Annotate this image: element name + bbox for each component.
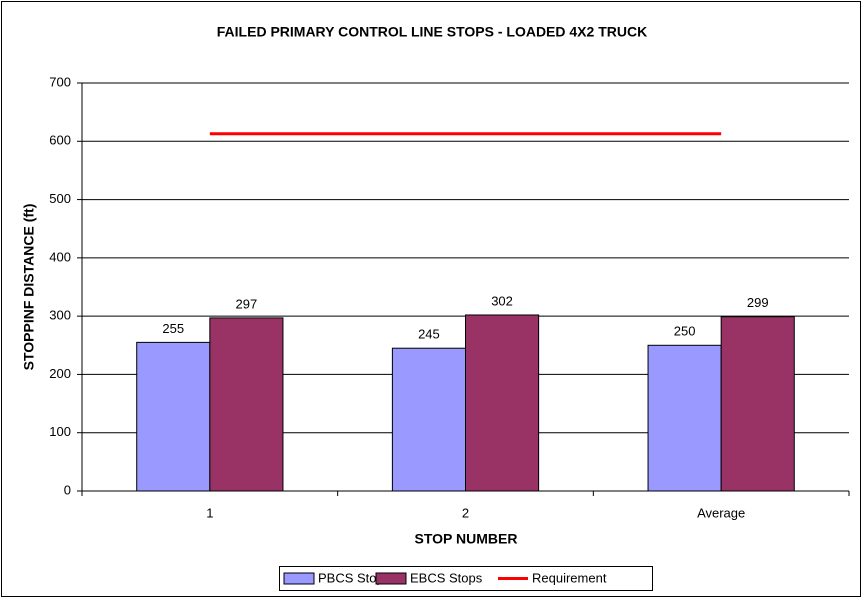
y-tick-label: 300 bbox=[49, 308, 71, 323]
chart-title: FAILED PRIMARY CONTROL LINE STOPS - LOAD… bbox=[217, 24, 647, 40]
value-label: 297 bbox=[236, 296, 258, 311]
bar bbox=[209, 317, 284, 492]
y-tick-label: 700 bbox=[49, 74, 71, 89]
bar bbox=[720, 316, 795, 492]
value-label: 250 bbox=[674, 324, 696, 339]
bar bbox=[391, 347, 466, 492]
value-label: 302 bbox=[491, 293, 513, 308]
legend-swatch bbox=[283, 572, 315, 585]
y-tick-label: 0 bbox=[64, 482, 71, 497]
x-tick-label: 2 bbox=[462, 505, 469, 520]
bar bbox=[465, 314, 540, 492]
legend-label: EBCS Stops bbox=[410, 570, 483, 585]
legend-label: PBCS Stops bbox=[318, 570, 391, 585]
legend-label: Requirement bbox=[532, 570, 607, 585]
bar bbox=[647, 344, 722, 492]
y-tick-label: 500 bbox=[49, 191, 71, 206]
y-axis-label: STOPPINF DISTANCE (ft) bbox=[21, 204, 37, 371]
y-tick-label: 200 bbox=[49, 366, 71, 381]
y-tick-label: 400 bbox=[49, 249, 71, 264]
value-label: 255 bbox=[162, 321, 184, 336]
y-tick-label: 100 bbox=[49, 424, 71, 439]
bar bbox=[136, 341, 211, 492]
x-tick-label: Average bbox=[697, 505, 745, 520]
x-tick-label: 1 bbox=[206, 505, 213, 520]
legend-box bbox=[279, 566, 653, 591]
y-tick-label: 600 bbox=[49, 133, 71, 148]
value-label: 299 bbox=[747, 295, 769, 310]
x-axis-label: STOP NUMBER bbox=[415, 531, 518, 547]
value-label: 245 bbox=[418, 327, 440, 342]
legend-swatch bbox=[375, 572, 407, 585]
